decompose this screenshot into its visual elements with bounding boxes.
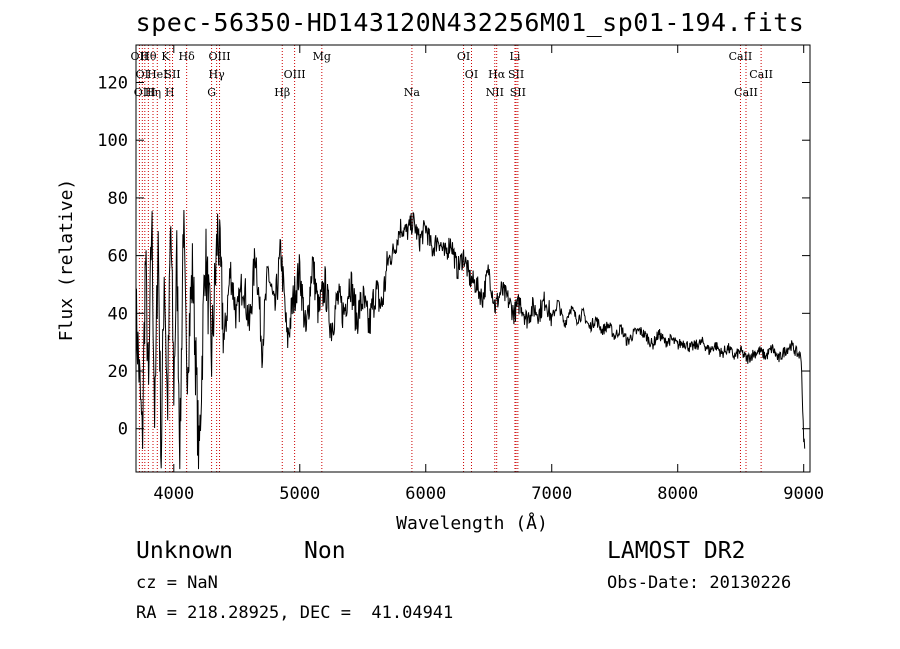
line-marker-label: Hδ [179, 50, 196, 63]
object-class: Unknown [136, 538, 233, 564]
spectrum-series [135, 209, 806, 470]
line-marker-label: Li [510, 50, 521, 63]
line-marker-label: Mg [313, 50, 331, 63]
axes: 4000 5000 6000 7000 8000 9000 0 20 40 60 80 100 120 [97, 45, 824, 504]
object-subclass: Non [304, 538, 346, 564]
chart-title: spec-56350-HD143120N432256M01_sp01-194.f… [135, 8, 805, 37]
line-marker-label: CaII [729, 50, 753, 63]
x-tick-label: 7000 [531, 484, 572, 504]
y-tick-label: 20 [108, 362, 128, 382]
line-marker-label: SII [508, 68, 524, 81]
y-tick-label: 100 [97, 131, 128, 151]
line-marker-label: CaII [734, 86, 758, 99]
line-marker-label: K [161, 50, 170, 63]
line-marker-label: OIII [134, 86, 156, 99]
line-marker-label: CaII [749, 68, 773, 81]
x-tick-label: 8000 [657, 484, 698, 504]
line-marker-label: NII [486, 86, 504, 99]
line-marker-label: Hα [488, 68, 506, 81]
x-tick-label: 6000 [405, 484, 446, 504]
line-marker-label: G [207, 86, 216, 99]
plot-frame [135, 44, 811, 473]
x-axis-label: Wavelength (Å) [396, 512, 548, 534]
y-tick-label: 0 [118, 420, 128, 440]
y-tick-label: 120 [97, 74, 128, 94]
obs-date: Obs-Date: 20130226 [607, 573, 792, 593]
line-marker-label: OI [457, 50, 470, 63]
redshift-cz: cz = NaN [136, 573, 218, 593]
survey-name: LAMOST DR2 [607, 538, 746, 564]
ra-dec-coords: RA = 218.28925, DEC = 41.04941 [136, 603, 454, 623]
y-tick-label: 40 [108, 304, 128, 324]
line-marker-label: OII [131, 50, 149, 63]
line-marker-label: H [165, 86, 175, 99]
line-marker-label: SII [164, 68, 180, 81]
spectrum-line [135, 209, 806, 470]
line-marker-label: Na [404, 86, 421, 99]
y-tick-label: 60 [108, 247, 128, 267]
x-tick-label: 5000 [279, 484, 320, 504]
line-marker-label: Hη [145, 86, 161, 99]
line-marker-label: Hθ [140, 50, 157, 63]
line-marker-label: Hβ [274, 86, 290, 99]
x-tick-label: 4000 [153, 484, 194, 504]
emission-line-markers: OII OI OIII Hθ Hη HeI K H SII Hδ G Hγ OIII Hβ OIII Mg Na… [131, 45, 773, 472]
y-axis-label: Flux (relative) [56, 179, 77, 342]
line-marker-label: OIII [284, 68, 306, 81]
line-marker-label: Hγ [209, 68, 226, 81]
y-tick-label: 80 [108, 189, 128, 209]
line-marker-label: SII [510, 86, 526, 99]
line-marker-label: OIII [208, 50, 230, 63]
x-tick-label: 9000 [783, 484, 824, 504]
line-marker-label: HeI [147, 68, 167, 81]
line-marker-label: OI [465, 68, 478, 81]
line-marker-label: OI [136, 68, 149, 81]
